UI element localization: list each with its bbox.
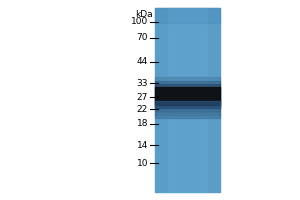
Bar: [155, 77, 220, 115]
Bar: [155, 101, 220, 108]
Text: 44: 44: [137, 58, 148, 66]
Bar: [168, 8, 207, 192]
Bar: [155, 84, 220, 108]
Text: 18: 18: [136, 119, 148, 129]
Bar: [155, 8, 220, 192]
Bar: [155, 87, 220, 105]
Text: 70: 70: [136, 33, 148, 43]
Text: 10: 10: [136, 158, 148, 168]
Text: 33: 33: [136, 78, 148, 88]
Text: kDa: kDa: [135, 10, 153, 19]
Bar: [155, 112, 220, 118]
Bar: [155, 8, 220, 23]
Text: 100: 100: [131, 18, 148, 26]
Text: 22: 22: [137, 104, 148, 114]
Bar: [155, 81, 220, 111]
Text: 14: 14: [136, 140, 148, 150]
Text: 27: 27: [136, 92, 148, 102]
